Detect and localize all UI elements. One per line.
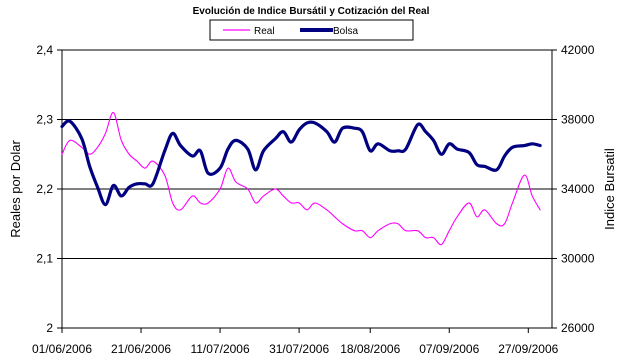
y-tick-label-right: 26000 bbox=[561, 321, 595, 335]
series-line-real bbox=[61, 111, 541, 246]
x-tick-label: 01/06/2006 bbox=[32, 342, 92, 356]
y-tick-label-left: 2,3 bbox=[36, 113, 53, 127]
y-tick-label-right: 38000 bbox=[561, 113, 595, 127]
series-points-bolsa bbox=[62, 121, 540, 204]
series-line-bolsa bbox=[60, 119, 542, 207]
x-tick-label: 07/09/2006 bbox=[419, 342, 479, 356]
y-tick-label-left: 2 bbox=[46, 321, 53, 335]
y-tick-label-left: 2,4 bbox=[36, 43, 53, 57]
axes-layer: 2 26000 2,1 30000 2,2 34000 2,3 38000 2,4 42000 01… bbox=[32, 43, 595, 356]
x-tick-label: 11/07/2006 bbox=[190, 342, 249, 356]
x-tick-label: 31/07/2006 bbox=[269, 342, 329, 356]
y-tick-label-left: 2,1 bbox=[36, 252, 53, 266]
y-axis-title-right: Indice Bursatil bbox=[602, 148, 617, 230]
gridlines bbox=[62, 119, 552, 259]
x-tick-label: 21/06/2006 bbox=[111, 342, 171, 356]
legend-label-bolsa: Bolsa bbox=[333, 26, 358, 37]
series-points-real bbox=[62, 113, 540, 245]
series-layer bbox=[60, 111, 542, 246]
y-tick-label-left: 2,2 bbox=[36, 182, 53, 196]
y-tick-label-right: 34000 bbox=[561, 182, 595, 196]
y-axis-title-left: Reales por Dolar bbox=[8, 140, 23, 238]
x-tick-label: 27/09/2006 bbox=[498, 342, 558, 356]
legend-label-real: Real bbox=[254, 26, 275, 37]
y-tick-label-right: 30000 bbox=[561, 252, 595, 266]
chart-title: Evolución de Indice Bursátil y Cotizació… bbox=[193, 6, 430, 17]
legend: Real Bolsa bbox=[209, 19, 414, 41]
y-tick-label-right: 42000 bbox=[561, 43, 595, 57]
x-tick-label: 18/08/2006 bbox=[340, 342, 400, 356]
